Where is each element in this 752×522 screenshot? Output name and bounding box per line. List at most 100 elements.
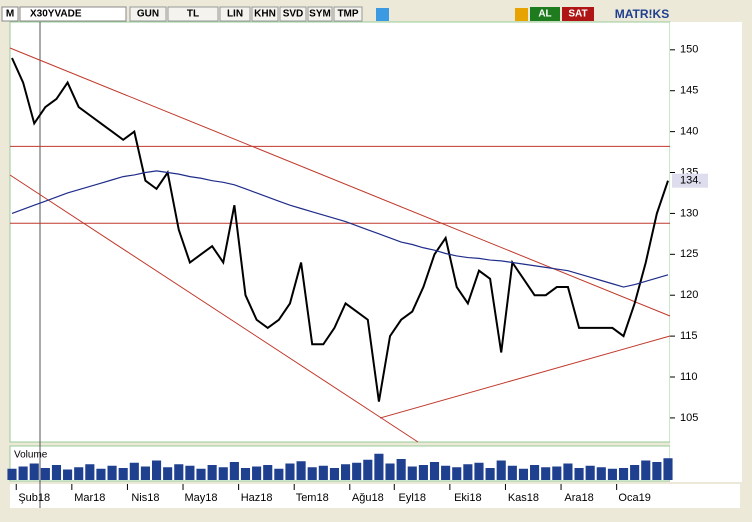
sell-button[interactable]: [562, 7, 594, 21]
volume-bar: [552, 466, 562, 480]
x-tick-label: Şub18: [18, 492, 50, 504]
volume-bar: [496, 460, 506, 480]
logo: M: [6, 9, 14, 20]
volume-bar: [207, 465, 217, 480]
toolbar-button-label: SYM: [309, 9, 331, 20]
trendline: [9, 47, 671, 317]
volume-bar: [596, 467, 606, 480]
volume-bar: [363, 459, 373, 480]
volume-bar: [129, 462, 139, 480]
toolbar-button[interactable]: [129, 6, 167, 22]
volume-bar: [107, 465, 117, 480]
volume-bar: [663, 458, 673, 480]
volume-bar: [329, 468, 339, 480]
volume-bar: [29, 463, 39, 480]
toolbar-button[interactable]: [251, 6, 279, 22]
last-price-label: 134.: [680, 175, 701, 187]
volume-bar: [618, 468, 629, 480]
x-tick-label: Ağu18: [352, 492, 384, 504]
x-tick-label: Kas18: [508, 492, 539, 504]
volume-bar: [396, 459, 406, 480]
volume-bar: [263, 465, 273, 480]
toolbar-button[interactable]: [219, 6, 251, 22]
toolbar-button-label: TMP: [337, 9, 358, 20]
volume-bar: [7, 468, 17, 480]
volume-bar: [652, 462, 662, 480]
volume-bar: [96, 468, 106, 480]
buy-label: AL: [538, 9, 551, 20]
volume-label: Volume: [14, 450, 48, 461]
volume-bar: [285, 463, 295, 480]
twitter-icon[interactable]: [376, 8, 389, 21]
volume-bar: [418, 465, 428, 480]
volume-bar: [574, 468, 584, 480]
volume-bar: [341, 464, 351, 480]
volume-bar: [530, 465, 540, 480]
volume-bar: [296, 461, 306, 480]
volume-bar: [240, 468, 251, 480]
volume-bar: [229, 462, 239, 480]
refresh-icon[interactable]: [515, 8, 528, 21]
x-tick-label: Eki18: [454, 492, 482, 504]
volume-bar: [607, 468, 617, 480]
volume-bar: [40, 468, 50, 480]
volume-bar: [385, 463, 395, 480]
volume-bar: [407, 466, 417, 480]
volume-bar: [518, 468, 529, 480]
volume-bar: [307, 467, 317, 480]
buy-button[interactable]: [530, 7, 560, 21]
x-tick-label: Oca19: [618, 492, 650, 504]
volume-bar: [118, 468, 128, 480]
y-tick-label: 150: [680, 44, 698, 56]
volume-bar: [196, 468, 206, 480]
brand: MATR!KS: [615, 7, 669, 21]
volume-bar: [18, 466, 28, 480]
trendline: [9, 174, 419, 443]
y-tick-label: 105: [680, 412, 698, 424]
trendline: [379, 335, 671, 419]
volume-bar: [429, 462, 440, 480]
toolbar-button[interactable]: [279, 6, 307, 22]
volume-bar: [51, 465, 62, 480]
volume-bar: [641, 460, 651, 480]
volume-bar: [151, 460, 162, 480]
volume-bar: [174, 464, 184, 480]
volume-bar: [185, 465, 195, 480]
volume-bar: [374, 453, 384, 480]
plot-area: [9, 21, 671, 443]
symbol-box[interactable]: [19, 6, 127, 22]
volume-bar: [74, 467, 84, 480]
y-tick-label: 110: [680, 371, 698, 383]
date-axis-area: [10, 484, 740, 508]
volume-bar: [63, 469, 73, 480]
volume-bar: [474, 462, 484, 480]
volume-bar: [507, 465, 517, 480]
volume-bar: [563, 463, 573, 480]
toolbar-button[interactable]: [307, 6, 333, 22]
volume-bar: [163, 467, 173, 480]
y-tick-label: 140: [680, 126, 698, 138]
x-tick-label: Haz18: [241, 492, 273, 504]
volume-bar: [352, 462, 362, 480]
volume-bar: [485, 468, 495, 480]
y-tick-label: 115: [680, 330, 698, 342]
volume-bar: [463, 464, 473, 480]
volume-bar: [140, 466, 150, 480]
last-price-box: [672, 173, 708, 188]
y-tick-label: 125: [680, 248, 698, 260]
volume-bar: [318, 465, 328, 480]
volume-bar: [585, 465, 595, 480]
volume-bar: [441, 465, 451, 480]
y-tick-label: 120: [680, 289, 698, 301]
price-line: [11, 57, 669, 402]
toolbar-button-label: GUN: [137, 9, 159, 20]
volume-bar: [630, 465, 640, 480]
toolbar-button-label: KHN: [254, 9, 276, 20]
toolbar-button[interactable]: [333, 6, 363, 22]
logo-box[interactable]: [1, 6, 19, 22]
toolbar-button[interactable]: [167, 6, 219, 22]
y-tick-label: 130: [680, 207, 698, 219]
toolbar-button-label: TL: [187, 9, 199, 20]
